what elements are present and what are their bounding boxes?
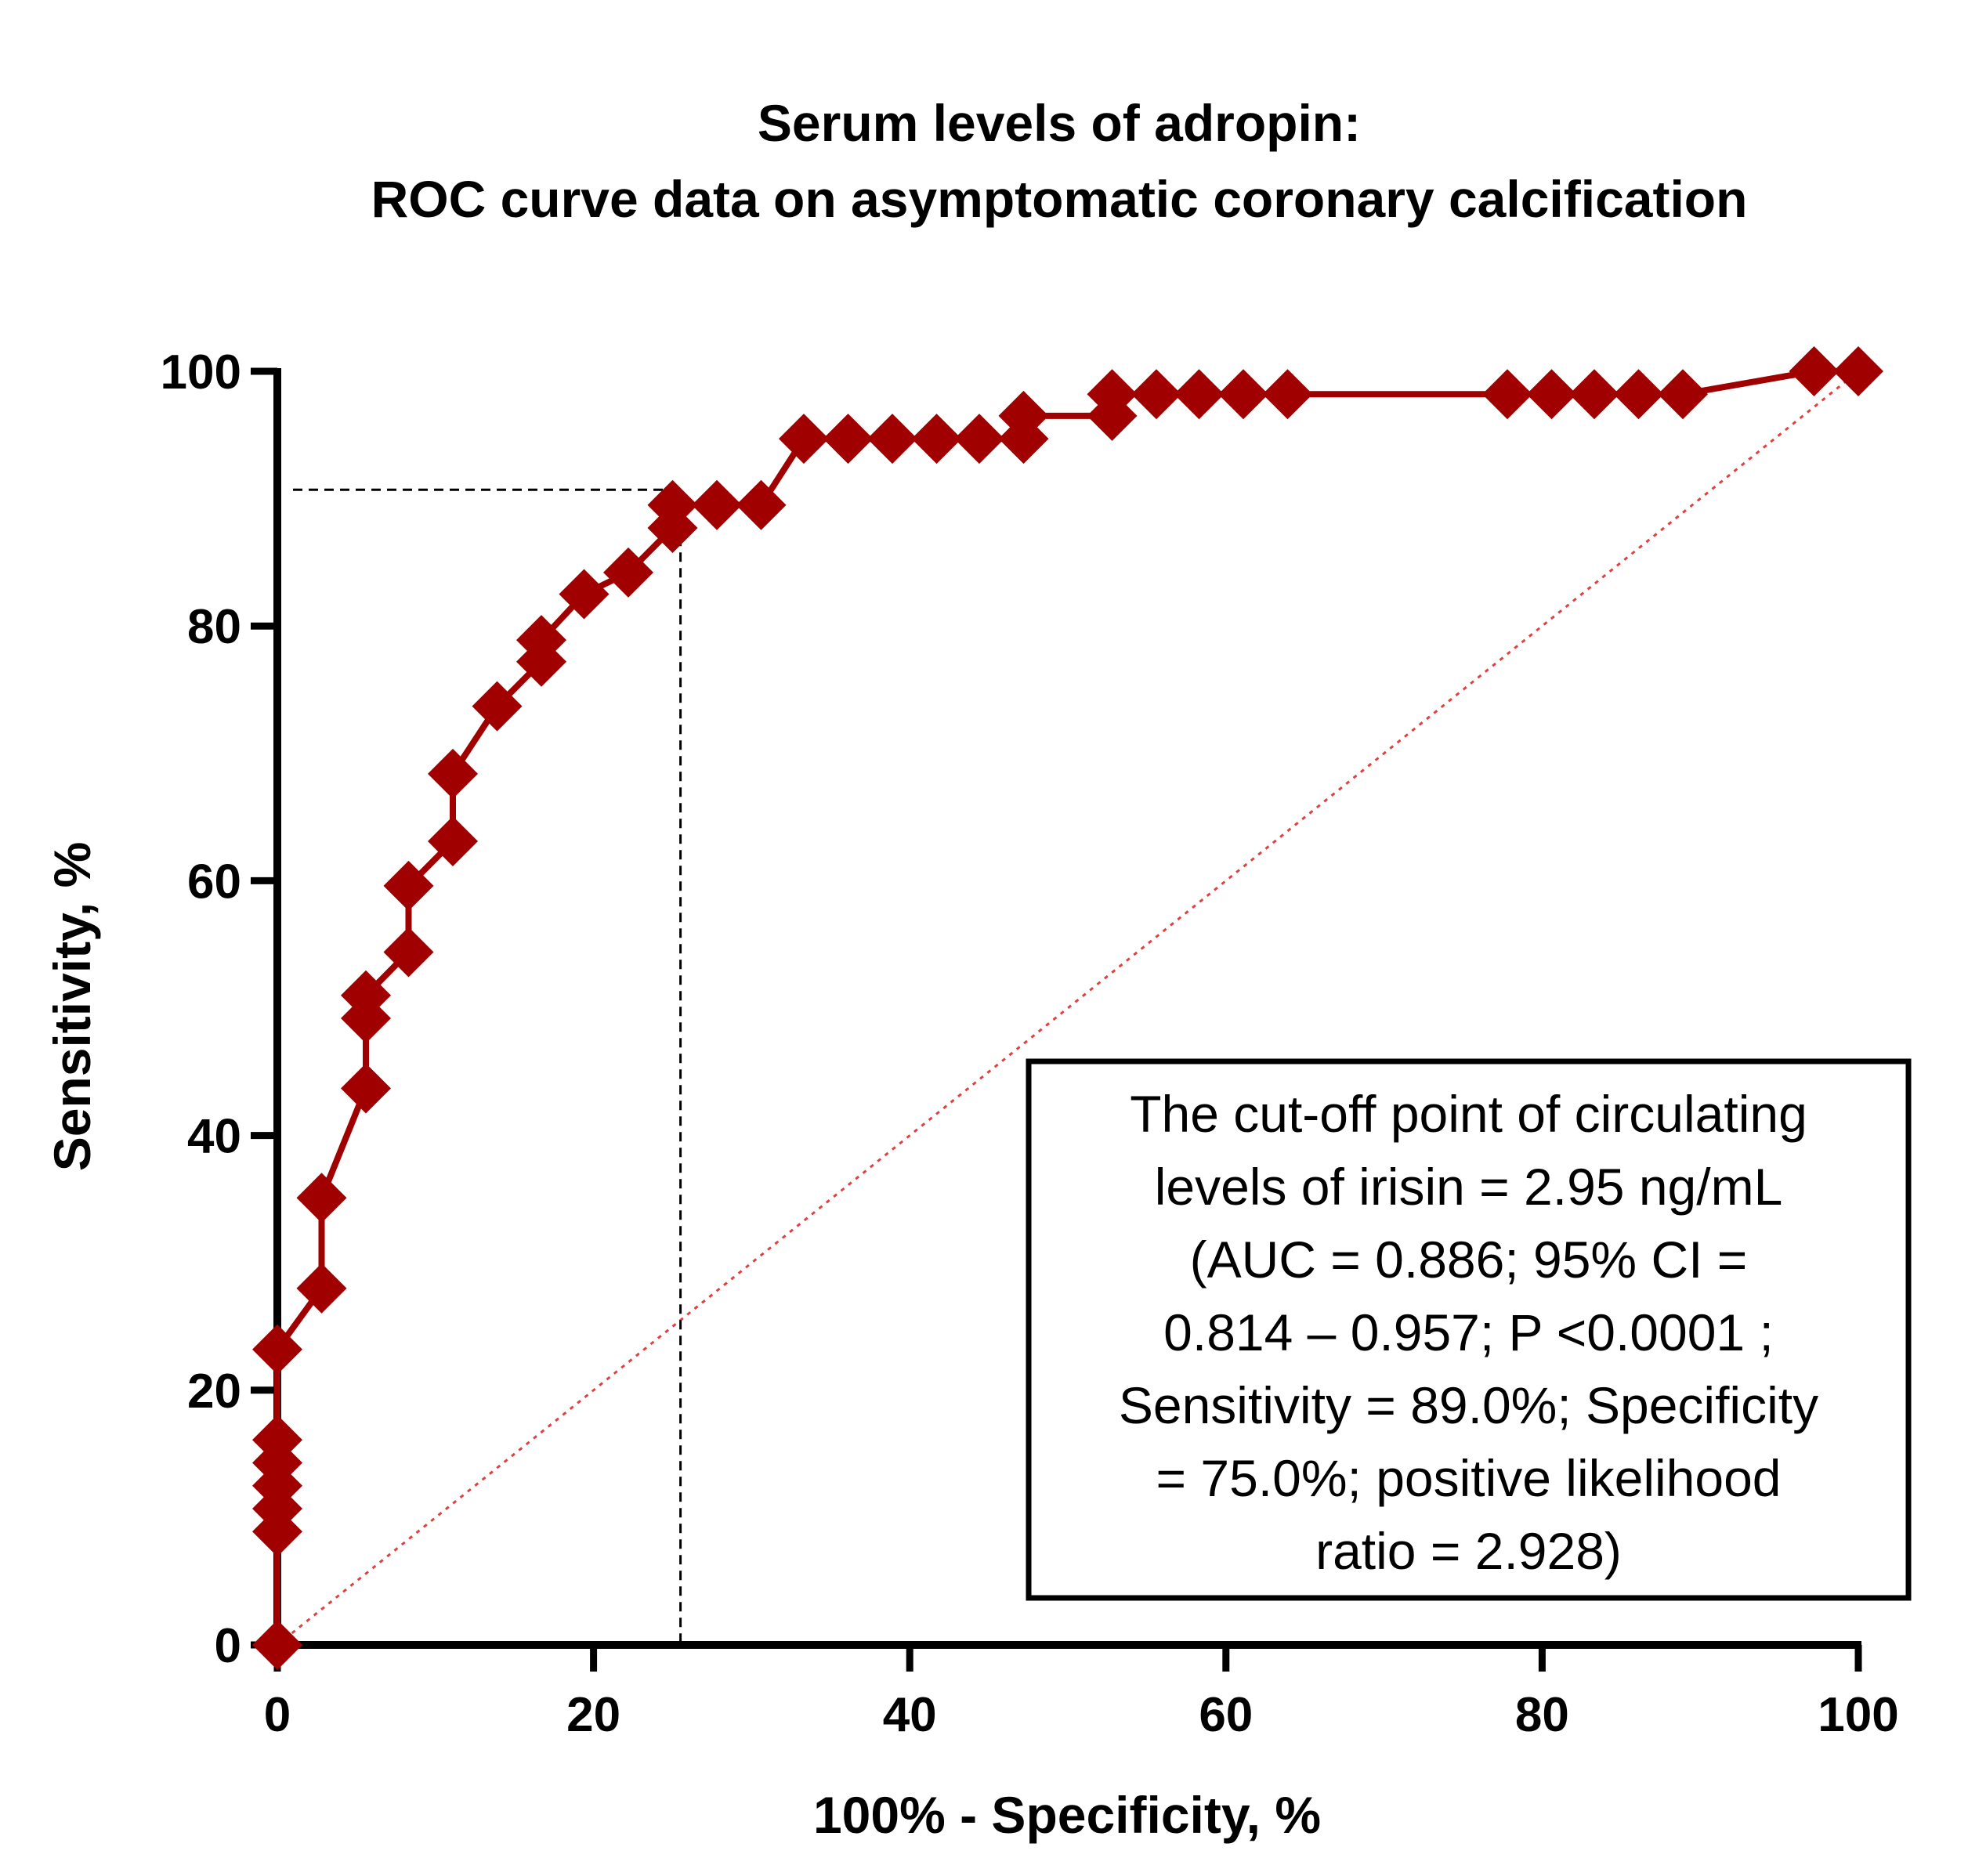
chart-title-line-2: ROC curve data on asymptomatic coronary … xyxy=(371,170,1748,228)
roc-point xyxy=(427,815,478,866)
x-tick-label-20: 20 xyxy=(566,1688,620,1742)
annotation-text: The cut-off point of circulating levels o… xyxy=(1119,1085,1818,1580)
roc-point xyxy=(252,1415,302,1466)
annotation-line: (AUC = 0.886; 95% CI = xyxy=(1190,1231,1748,1289)
roc-point xyxy=(602,547,653,598)
roc-point xyxy=(911,414,962,464)
roc-point xyxy=(427,748,478,799)
y-tick-label-100: 100 xyxy=(161,345,241,399)
chart-title-line-1: Serum levels of adropin: xyxy=(758,94,1361,152)
y-tick-label-80: 80 xyxy=(187,600,241,654)
reference-layer xyxy=(277,370,1859,1646)
roc-point xyxy=(1613,369,1664,420)
y-tick-label-40: 40 xyxy=(187,1110,241,1164)
roc-point xyxy=(1833,346,1883,396)
roc-point xyxy=(1482,369,1533,420)
y-tick-label-60: 60 xyxy=(187,855,241,909)
roc-point xyxy=(1087,369,1138,420)
roc-point xyxy=(998,390,1049,441)
x-tick-label-0: 0 xyxy=(264,1688,291,1742)
roc-point xyxy=(823,414,874,464)
x-axis-label: 100% - Specificity, % xyxy=(813,1786,1321,1844)
roc-point xyxy=(1131,369,1182,420)
annotation-line: = 75.0%; positive likelihood xyxy=(1156,1449,1782,1507)
roc-point xyxy=(1526,369,1577,420)
annotation-line: Sensitivity = 89.0%; Specificity xyxy=(1119,1376,1818,1434)
annotation-line: levels of irisin = 2.95 ng/mL xyxy=(1155,1158,1783,1216)
roc-point xyxy=(1262,369,1313,420)
annotation-line: ratio = 2.928) xyxy=(1315,1522,1622,1580)
roc-point xyxy=(252,1620,302,1670)
roc-point xyxy=(252,1324,302,1375)
x-tick-label-80: 80 xyxy=(1515,1688,1569,1742)
roc-point xyxy=(1217,369,1268,420)
annotation-line: 0.814 – 0.957; P <0.0001 ; xyxy=(1163,1303,1774,1361)
roc-point xyxy=(736,479,787,530)
roc-series xyxy=(252,346,1883,1670)
roc-point xyxy=(1658,369,1709,420)
y-axis-label: Sensitivity, % xyxy=(43,842,101,1172)
annotation-box xyxy=(1026,1058,1912,1601)
annotation-line: The cut-off point of circulating xyxy=(1130,1085,1807,1143)
roc-point xyxy=(383,927,434,978)
roc-point xyxy=(383,860,434,911)
roc-point xyxy=(867,414,918,464)
roc-point xyxy=(296,1263,347,1314)
roc-point xyxy=(516,615,567,666)
roc-point xyxy=(778,414,829,464)
y-tick-label-0: 0 xyxy=(215,1619,241,1673)
roc-point xyxy=(647,479,698,530)
roc-point xyxy=(953,414,1004,464)
roc-point xyxy=(559,569,610,620)
roc-point xyxy=(1568,369,1619,420)
roc-point xyxy=(341,1063,392,1114)
roc-point xyxy=(472,681,523,732)
y-tick-label-20: 20 xyxy=(187,1365,241,1419)
x-tick-label-100: 100 xyxy=(1818,1688,1898,1742)
x-tick-label-40: 40 xyxy=(883,1688,937,1742)
roc-point xyxy=(1789,346,1840,396)
roc-point xyxy=(296,1173,347,1224)
roc-point xyxy=(692,479,743,530)
x-tick-label-60: 60 xyxy=(1199,1688,1253,1742)
roc-point xyxy=(1174,369,1225,420)
roc-point xyxy=(341,970,392,1021)
